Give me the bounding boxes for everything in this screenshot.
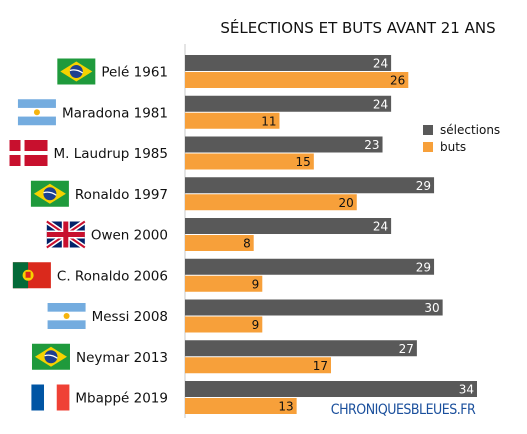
value-label-selections-ronaldo-1997: 29 (416, 179, 431, 193)
brazil-flag-icon (31, 343, 70, 370)
bar-buts-neymar-2013 (185, 357, 331, 374)
bar-selections-maradona-1981 (185, 95, 392, 112)
bar-selections-mbappe-2019 (185, 381, 477, 397)
value-label-buts-owen-2000: 8 (243, 237, 251, 251)
watermark: CHRONIQUESBLEUES.FR (331, 402, 476, 418)
value-label-buts-messi-2008: 9 (252, 318, 260, 332)
value-label-buts-maradona-1981: 11 (261, 114, 276, 128)
value-label-buts-neymar-2013: 17 (313, 359, 328, 373)
category-labels-group: Pelé 1961 Maradona 1981 M. Laudrup 1985 Ron… (54, 65, 168, 407)
bar-selections-neymar-2013 (185, 340, 417, 357)
category-label-m-laudrup-1985: M. Laudrup 1985 (54, 146, 168, 162)
value-label-selections-mbappe-2019: 34 (459, 383, 474, 397)
bar-selections-messi-2008 (185, 299, 443, 316)
category-label-mbappe-2019: Mbappé 2019 (75, 391, 168, 407)
bar-selections-ronaldo-1997 (185, 177, 435, 194)
bar-buts-pele-1961 (185, 72, 409, 88)
category-label-c-ronaldo-2006: C. Ronaldo 2006 (57, 268, 168, 284)
portugal-flag-icon (12, 262, 51, 289)
legend-swatch-selections (423, 125, 433, 135)
argentina-flag-icon (47, 303, 86, 329)
category-label-maradona-1981: Maradona 1981 (62, 105, 168, 121)
category-label-pele-1961: Pelé 1961 (101, 65, 168, 81)
legend-swatch-buts (423, 142, 433, 152)
uk-flag-icon (45, 219, 87, 250)
bar-selections-m-laudrup-1985 (185, 136, 383, 153)
category-label-ronaldo-1997: Ronaldo 1997 (75, 187, 168, 203)
value-label-selections-neymar-2013: 27 (399, 342, 414, 356)
value-label-selections-c-ronaldo-2006: 29 (416, 260, 431, 274)
value-label-buts-m-laudrup-1985: 15 (296, 155, 311, 169)
value-label-buts-ronaldo-1997: 20 (338, 196, 353, 210)
bar-buts-messi-2008 (185, 316, 263, 333)
chart-title: SÉLECTIONS ET BUTS AVANT 21 ANS (220, 18, 495, 37)
category-label-neymar-2013: Neymar 2013 (76, 350, 168, 366)
value-label-buts-pele-1961: 26 (390, 74, 405, 88)
value-label-selections-m-laudrup-1985: 23 (364, 138, 379, 152)
value-label-buts-c-ronaldo-2006: 9 (252, 277, 260, 291)
bar-buts-ronaldo-1997 (185, 194, 357, 211)
denmark-flag-icon (9, 140, 48, 166)
legend-label-selections: sélections (440, 123, 500, 137)
bar-selections-c-ronaldo-2006 (185, 258, 435, 275)
argentina-flag-icon (17, 99, 56, 126)
category-label-messi-2008: Messi 2008 (92, 309, 168, 325)
bar-buts-mbappe-2019 (185, 398, 297, 414)
value-label-selections-messi-2008: 30 (424, 301, 439, 315)
brazil-flag-icon (30, 180, 69, 207)
value-label-selections-pele-1961: 24 (373, 57, 388, 71)
value-label-buts-mbappe-2019: 13 (278, 400, 293, 414)
flags-group (9, 58, 96, 411)
france-flag-icon (31, 384, 70, 411)
bar-buts-maradona-1981 (185, 112, 280, 129)
bar-buts-m-laudrup-1985 (185, 153, 314, 170)
legend: sélections buts (423, 123, 500, 154)
value-label-selections-maradona-1981: 24 (373, 97, 388, 111)
bar-buts-owen-2000 (185, 235, 254, 251)
brazil-flag-icon (57, 58, 96, 85)
bar-selections-pele-1961 (185, 55, 392, 71)
bar-selections-owen-2000 (185, 218, 392, 234)
bar-buts-c-ronaldo-2006 (185, 275, 263, 292)
legend-label-buts: buts (440, 140, 466, 154)
category-label-owen-2000: Owen 2000 (91, 228, 168, 244)
value-label-selections-owen-2000: 24 (373, 220, 388, 234)
